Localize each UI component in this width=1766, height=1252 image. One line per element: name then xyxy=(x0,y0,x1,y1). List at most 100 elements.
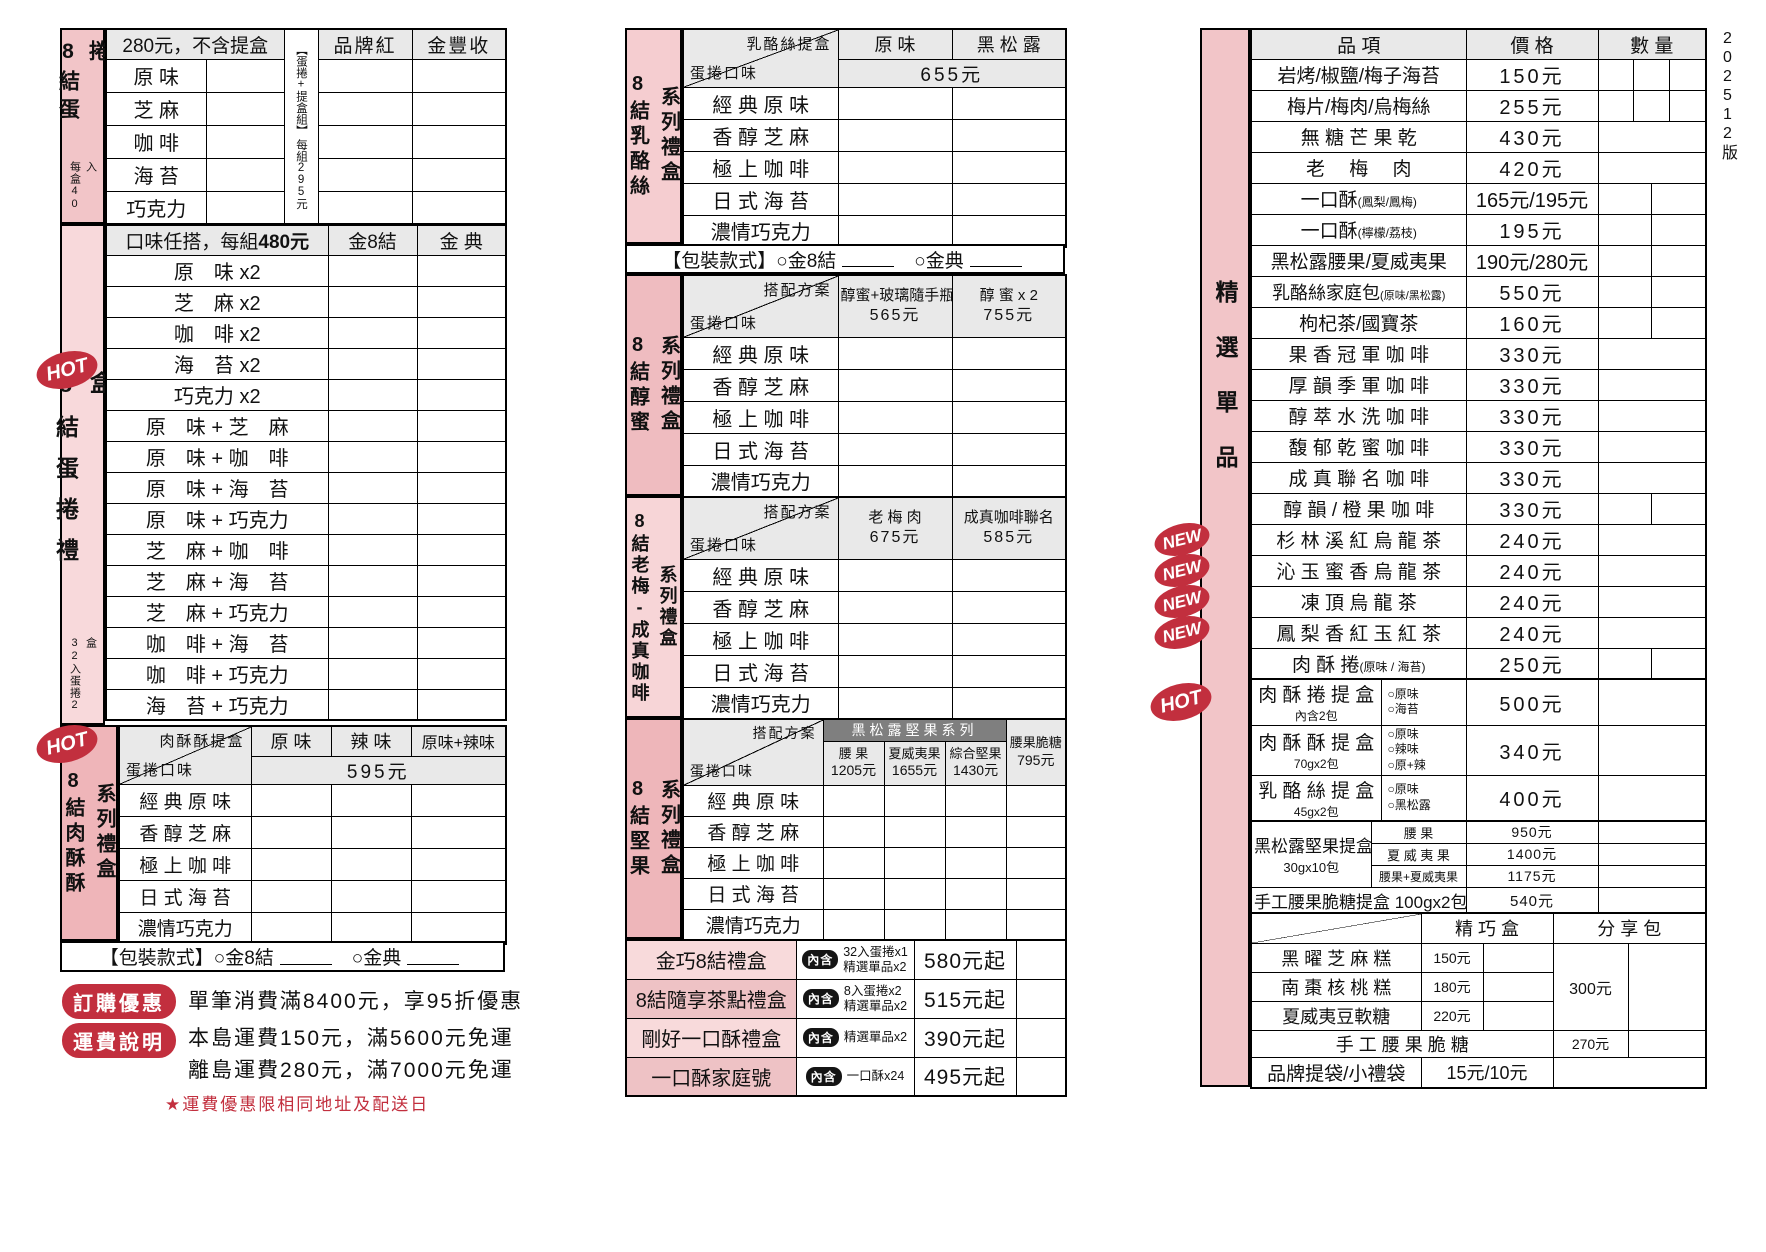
qty-subcell[interactable] xyxy=(1599,308,1651,337)
qty-cell[interactable] xyxy=(1005,846,1067,879)
qty-cell[interactable] xyxy=(837,368,953,402)
qty-cell[interactable] xyxy=(837,558,953,592)
qty-cell[interactable] xyxy=(1597,554,1707,587)
qty-cell[interactable] xyxy=(327,688,418,721)
qty-cell[interactable] xyxy=(1015,1056,1067,1097)
qty-cell[interactable] xyxy=(250,879,332,913)
qty-cell[interactable] xyxy=(416,657,507,690)
flavor-option[interactable]: ○辣味 xyxy=(1387,742,1419,757)
qty-cell[interactable] xyxy=(410,815,507,849)
qty-cell[interactable] xyxy=(250,783,332,817)
packaging-blank[interactable] xyxy=(969,251,1022,267)
packaging-option[interactable]: ○金8結 xyxy=(776,250,837,272)
qty-cell[interactable] xyxy=(1597,120,1707,153)
qty-cell[interactable] xyxy=(1597,864,1707,888)
qty-cell[interactable] xyxy=(837,214,953,248)
qty-subcell[interactable] xyxy=(1633,91,1669,120)
qty-cell[interactable] xyxy=(330,911,412,945)
qty-cell[interactable] xyxy=(1597,585,1707,618)
qty-cell[interactable] xyxy=(951,336,1067,370)
qty-cell[interactable] xyxy=(883,784,946,817)
flavor-option[interactable]: ○黑松露 xyxy=(1387,797,1431,812)
qty-cell[interactable] xyxy=(327,347,418,380)
qty-subcell[interactable] xyxy=(1633,60,1669,89)
qty-subcell[interactable] xyxy=(1599,215,1651,244)
qty-cell[interactable] xyxy=(317,157,413,192)
qty-cell[interactable] xyxy=(837,400,953,434)
packaging-blank[interactable] xyxy=(842,251,895,267)
qty-cell[interactable] xyxy=(410,911,507,945)
qty-cell[interactable] xyxy=(1597,886,1707,914)
qty-cell[interactable] xyxy=(944,815,1007,848)
qty-cell[interactable] xyxy=(317,91,413,126)
qty-cell[interactable] xyxy=(951,590,1067,624)
qty-cell[interactable] xyxy=(951,214,1067,248)
qty-cell[interactable] xyxy=(327,471,418,504)
qty-cell[interactable] xyxy=(837,432,953,466)
qty-cell[interactable] xyxy=(822,846,885,879)
qty-cell[interactable] xyxy=(822,815,885,848)
qty-cell[interactable] xyxy=(951,686,1067,720)
qty-cell[interactable] xyxy=(416,595,507,628)
qty-cell[interactable] xyxy=(1597,461,1707,494)
qty-cell[interactable] xyxy=(1597,430,1707,463)
qty-cell[interactable] xyxy=(327,502,418,535)
qty-cell[interactable] xyxy=(1005,784,1067,817)
qty-cell[interactable] xyxy=(1597,616,1707,649)
qty-subcell[interactable] xyxy=(1669,91,1705,120)
qty-cell[interactable] xyxy=(837,336,953,370)
qty-cell[interactable] xyxy=(1015,1017,1067,1058)
qty-cell[interactable] xyxy=(327,595,418,628)
flavor-option[interactable]: ○海苔 xyxy=(1387,702,1419,717)
qty-cell[interactable] xyxy=(837,622,953,656)
qty-cell[interactable] xyxy=(951,654,1067,688)
qty-subcell[interactable] xyxy=(1599,60,1633,89)
qty-cell[interactable] xyxy=(1015,978,1067,1019)
qty-cell[interactable] xyxy=(1627,942,1707,1031)
qty-cell[interactable] xyxy=(1005,877,1067,910)
flavor-option[interactable]: ○原味 xyxy=(1387,686,1419,701)
qty-subcell[interactable] xyxy=(1599,184,1651,213)
qty-cell[interactable] xyxy=(317,124,413,159)
qty-cell[interactable] xyxy=(1552,1056,1707,1089)
qty-cell[interactable] xyxy=(837,86,953,120)
qty-subcell[interactable] xyxy=(1651,308,1705,337)
qty-cell[interactable] xyxy=(416,347,507,380)
qty-cell[interactable] xyxy=(1597,399,1707,432)
qty-cell[interactable] xyxy=(327,254,418,287)
qty-cell[interactable] xyxy=(250,911,332,945)
qty-subcell[interactable] xyxy=(1669,60,1705,89)
packaging-option[interactable]: ○金8結 xyxy=(213,948,274,969)
qty-cell[interactable] xyxy=(1597,337,1707,370)
qty-cell[interactable] xyxy=(416,626,507,659)
qty-cell[interactable] xyxy=(837,590,953,624)
qty-cell[interactable] xyxy=(837,464,953,498)
qty-cell[interactable] xyxy=(1597,151,1707,184)
qty-cell[interactable] xyxy=(1627,1029,1707,1058)
qty-cell[interactable] xyxy=(1597,842,1707,866)
qty-cell[interactable] xyxy=(951,368,1067,402)
qty-cell[interactable] xyxy=(944,784,1007,817)
qty-cell[interactable] xyxy=(951,558,1067,592)
qty-cell[interactable] xyxy=(1597,774,1707,822)
qty-cell[interactable] xyxy=(205,91,285,126)
flavor-option[interactable]: ○原+辣 xyxy=(1387,757,1426,772)
qty-cell[interactable] xyxy=(205,124,285,159)
qty-cell[interactable] xyxy=(944,846,1007,879)
qty-cell[interactable] xyxy=(330,847,412,881)
flavor-option[interactable]: ○原味 xyxy=(1387,726,1419,741)
qty-cell[interactable] xyxy=(1482,942,1554,973)
qty-cell[interactable] xyxy=(951,464,1067,498)
qty-cell[interactable] xyxy=(822,908,885,941)
qty-cell[interactable] xyxy=(1597,368,1707,401)
qty-subcell[interactable] xyxy=(1651,215,1705,244)
qty-cell[interactable] xyxy=(883,908,946,941)
qty-subcell[interactable] xyxy=(1599,649,1651,679)
qty-cell[interactable] xyxy=(411,91,507,126)
qty-cell[interactable] xyxy=(327,378,418,411)
qty-cell[interactable] xyxy=(411,124,507,159)
qty-subcell[interactable] xyxy=(1651,184,1705,213)
qty-cell[interactable] xyxy=(416,564,507,597)
qty-cell[interactable] xyxy=(411,58,507,93)
packaging-option[interactable]: ○金典 xyxy=(351,948,402,969)
